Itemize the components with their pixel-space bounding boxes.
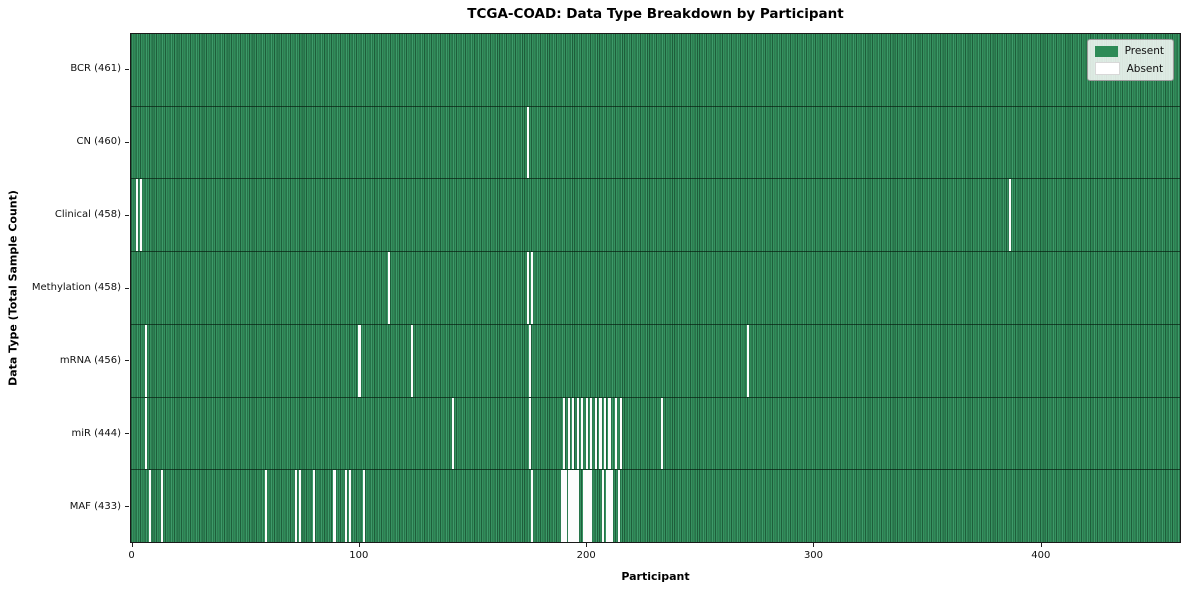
ytick-mark xyxy=(125,141,129,143)
ytick-label-mir: miR (444) xyxy=(71,427,121,439)
absent-stripe xyxy=(299,470,302,543)
xtick-mark xyxy=(813,543,815,547)
heatmap-row-clinical xyxy=(131,179,1180,253)
ytick-label-methylation: Methylation (458) xyxy=(31,282,121,293)
absent-stripe xyxy=(294,470,297,543)
absent-stripe xyxy=(528,324,532,397)
absent-stripe xyxy=(565,470,568,543)
absent-stripe xyxy=(660,397,663,470)
xtick-mark xyxy=(358,543,360,547)
absent-stripe xyxy=(410,324,413,397)
absent-stripe xyxy=(590,397,593,470)
absent-stripe xyxy=(603,397,607,470)
absent-stripe xyxy=(312,470,316,543)
absent-stripe xyxy=(615,397,618,470)
absent-stripe xyxy=(567,470,570,543)
absent-stripe xyxy=(528,397,532,470)
absent-stripe xyxy=(581,397,584,470)
ytick-label-maf: MAF (433) xyxy=(69,500,121,512)
absent-stripe xyxy=(562,470,566,543)
x-axis-label: Participant xyxy=(621,570,690,583)
heatmap-row-mir xyxy=(131,397,1180,471)
legend: Present Absent xyxy=(1086,39,1174,81)
absent-stripe xyxy=(583,470,586,543)
absent-stripe xyxy=(608,470,611,543)
plot-area xyxy=(130,33,1181,543)
absent-stripe xyxy=(587,470,591,543)
absent-stripe xyxy=(560,470,563,543)
absent-stripe xyxy=(576,470,579,543)
ytick-label-cn: CN (460) xyxy=(76,136,121,148)
absent-stripe xyxy=(349,470,352,543)
absent-stripe xyxy=(531,252,534,324)
absent-stripe xyxy=(526,252,529,324)
absent-stripe xyxy=(333,470,336,543)
absent-stripe xyxy=(140,179,143,252)
legend-label: Present xyxy=(1124,45,1164,57)
absent-stripe xyxy=(567,397,570,470)
ytick-mark xyxy=(125,506,129,508)
ytick-mark xyxy=(125,433,129,435)
absent-stripe xyxy=(149,470,152,543)
absent-stripe xyxy=(144,324,147,397)
xtick-label: 300 xyxy=(803,550,824,561)
absent-stripe xyxy=(358,324,361,397)
heatmap-row-methylation xyxy=(131,252,1180,325)
absent-stripe xyxy=(344,470,347,543)
absent-stripe xyxy=(144,397,147,470)
absent-stripe xyxy=(572,470,575,543)
legend-item-present: Present xyxy=(1094,45,1164,57)
absent-stripe xyxy=(562,397,566,470)
absent-stripe xyxy=(387,252,391,324)
absent-stripe xyxy=(1008,179,1011,252)
absent-stripe xyxy=(569,470,572,543)
absent-stripe xyxy=(572,397,575,470)
xtick-mark xyxy=(586,543,588,547)
absent-stripe xyxy=(594,397,597,470)
heatmap-row-cn xyxy=(131,106,1180,180)
absent-stripe xyxy=(526,106,529,179)
xtick-label: 200 xyxy=(576,550,596,561)
absent-stripe xyxy=(606,470,609,543)
xtick-mark xyxy=(1040,543,1042,547)
xtick-label: 100 xyxy=(349,550,369,561)
ytick-label-clinical: Clinical (458) xyxy=(54,209,121,221)
absent-stripe xyxy=(135,179,138,252)
absent-stripe xyxy=(608,397,611,470)
absent-stripe xyxy=(585,397,588,470)
absent-stripe xyxy=(599,397,602,470)
absent-stripe xyxy=(574,470,577,543)
absent-stripe xyxy=(610,470,613,543)
heatmap-row-mrna xyxy=(131,324,1180,398)
ytick-mark xyxy=(125,360,129,362)
absent-stripe xyxy=(617,470,620,543)
legend-item-absent: Absent xyxy=(1094,62,1164,75)
xtick-label: 400 xyxy=(1031,550,1051,561)
ytick-label-bcr: BCR (461) xyxy=(70,63,121,75)
absent-stripe xyxy=(619,397,622,470)
legend-label: Absent xyxy=(1126,62,1164,75)
xtick-mark xyxy=(131,543,133,547)
ytick-mark xyxy=(125,287,129,289)
absent-stripe xyxy=(576,397,579,470)
legend-swatch-present xyxy=(1094,45,1118,57)
absent-stripe xyxy=(747,324,750,397)
heatmap-row-bcr xyxy=(131,34,1180,107)
absent-stripe xyxy=(590,470,593,543)
absent-stripe xyxy=(531,470,534,543)
ytick-mark xyxy=(125,68,129,70)
ytick-label-mrna: mRNA (456) xyxy=(59,354,121,366)
absent-stripe xyxy=(451,397,454,470)
ytick-mark xyxy=(125,214,129,216)
absent-stripe xyxy=(585,470,588,543)
xtick-label: 0 xyxy=(128,550,135,561)
legend-swatch-absent xyxy=(1094,62,1120,75)
heatmap-row-maf xyxy=(131,470,1180,543)
absent-stripe xyxy=(601,470,604,543)
absent-stripe xyxy=(362,470,366,543)
chart-title: TCGA-COAD: Data Type Breakdown by Partic… xyxy=(467,6,844,22)
absent-stripe xyxy=(160,470,163,543)
absent-stripe xyxy=(265,470,268,543)
